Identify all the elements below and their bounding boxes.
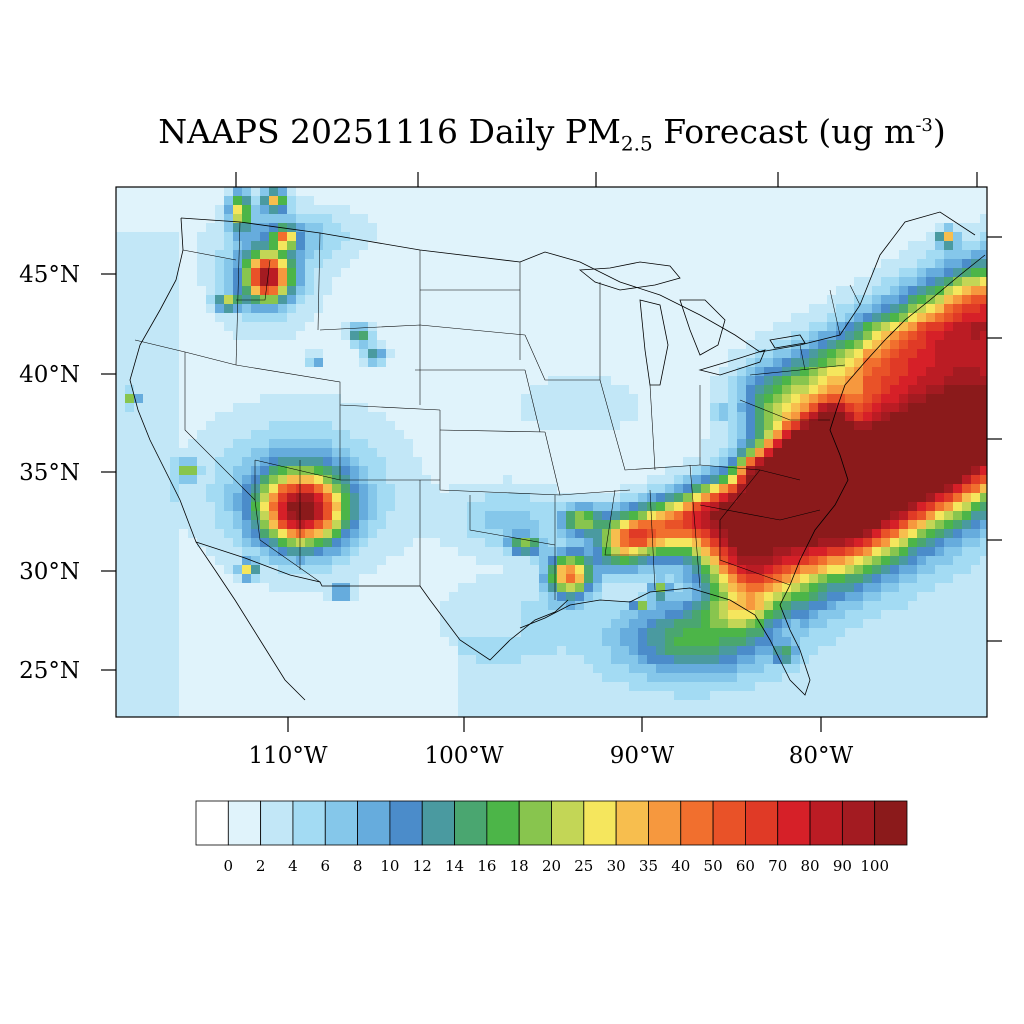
colorbar-swatch (195, 800, 229, 846)
colorbar-tick-label: 8 (353, 857, 363, 875)
colorbar-swatch (648, 800, 682, 846)
country-state-borders (129, 211, 986, 701)
colorbar-swatch (712, 800, 746, 846)
lake-ontario (769, 334, 806, 349)
colorbar-swatch (841, 800, 876, 846)
colorbar-swatch (292, 800, 326, 846)
colorbar-tick-label: 14 (445, 857, 464, 875)
colorbar-swatch (809, 800, 843, 846)
colorbar-swatch (518, 800, 552, 846)
lon-label-80: 80°W (789, 743, 854, 769)
colorbar-tick-label: 0 (224, 857, 234, 875)
colorbar-swatch (486, 800, 520, 846)
colorbar-swatch (615, 800, 649, 846)
colorbar-swatch (357, 800, 391, 846)
lake-superior (578, 261, 681, 291)
colorbar-swatch (745, 800, 779, 846)
colorbar-tick-label: 80 (800, 857, 819, 875)
lat-label-30: 30°N (19, 559, 80, 585)
colorbar-tick-label: 12 (413, 857, 432, 875)
map-title: NAAPS 20251116 Daily PM2.5 Forecast (ug … (0, 112, 1024, 156)
colorbar-tick-label: 25 (574, 857, 593, 875)
colorbar-swatch (777, 800, 811, 846)
colorbar-swatch (583, 800, 617, 846)
lat-labels: 45°N 40°N 35°N 30°N 25°N (19, 262, 80, 684)
colorbar-tick-label: 10 (380, 857, 399, 875)
colorbar-tick-label: 70 (768, 857, 787, 875)
lake-huron (679, 299, 726, 356)
colorbar-tick-label: 6 (320, 857, 330, 875)
colorbar-swatch (874, 800, 908, 846)
colorbar-tick-label: 4 (288, 857, 298, 875)
us-mexico-border (195, 541, 569, 661)
colorbar-tick-label: 16 (477, 857, 496, 875)
colorbar-swatch (551, 800, 585, 846)
colorbar-tick-label: 35 (639, 857, 658, 875)
colorbar-swatch (260, 800, 294, 846)
title-text: NAAPS 20251116 Daily PM2.5 Forecast (ug … (158, 112, 946, 156)
lat-label-25: 25°N (19, 658, 80, 684)
colorbar: 0 2 4 6 8 10 12 14 16 18 20 25 30 35 40 50 60 70 80 90 100 (195, 800, 908, 875)
colorbar-swatch (227, 800, 262, 846)
lon-label-110: 110°W (248, 743, 327, 769)
lat-label-45: 45°N (19, 262, 80, 288)
atlantic-coast (789, 254, 986, 586)
colorbar-tick-label: 2 (256, 857, 266, 875)
lat-label-40: 40°N (19, 362, 80, 388)
colorbar-tick-label: 40 (671, 857, 690, 875)
lake-michigan (639, 299, 669, 386)
colorbar-swatch (680, 800, 714, 846)
pacific-coast (129, 217, 306, 701)
colorbar-swatch (324, 800, 358, 846)
colorbar-swatch (421, 800, 455, 846)
lon-label-100: 100°W (424, 743, 503, 769)
colorbar-tick-label: 100 (860, 857, 889, 875)
colorbar-tick-label: 30 (607, 857, 626, 875)
colorbar-tick-label: 20 (542, 857, 561, 875)
colorbar-tick-label: 18 (510, 857, 529, 875)
lat-label-35: 35°N (19, 460, 80, 486)
colorbar-tick-label: 50 (704, 857, 723, 875)
lon-label-90: 90°W (610, 743, 675, 769)
pm25-field (116, 187, 987, 717)
lon-labels: 110°W 100°W 90°W 80°W (248, 743, 853, 769)
colorbar-swatch (454, 800, 488, 846)
colorbar-tick-label: 60 (736, 857, 755, 875)
colorbar-swatch (389, 800, 423, 846)
gulf-coast (519, 584, 811, 696)
map-frame (115, 186, 988, 718)
state-lines (134, 221, 861, 600)
lake-erie (698, 349, 766, 376)
graticule-ticks (101, 172, 1002, 732)
colorbar-tick-label: 90 (833, 857, 852, 875)
